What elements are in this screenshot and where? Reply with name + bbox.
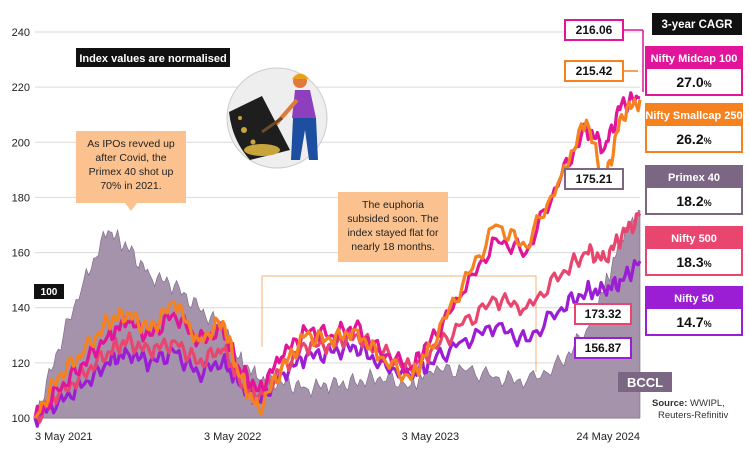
x-tick-2: 3 May 2023 — [402, 431, 459, 443]
legend-cagr: 27.0% — [676, 74, 711, 90]
watermark-text: BCCL — [627, 375, 663, 390]
source-line-2: Reuters-Refinitiv — [658, 410, 728, 421]
legend: 3-year CAGR Nifty Midcap 100 27.0% Nifty S… — [645, 13, 743, 336]
legend-name: Nifty 500 — [671, 233, 717, 245]
annotation-euphoria-line-1: The euphoria — [362, 199, 424, 211]
source-text: WWIPL, — [690, 398, 725, 409]
y-tick-180: 180 — [12, 192, 30, 204]
end-value-primex: 175.21 — [576, 172, 613, 186]
y-tick-240: 240 — [12, 27, 30, 39]
annotation-ipo-line-1: As IPOs revved up — [87, 138, 175, 150]
annotation-euphoria-line-4: nearly 18 months. — [351, 241, 434, 253]
legend-item-nifty-midcap-100: Nifty Midcap 100 27.0% — [645, 46, 743, 96]
source: Source: WWIPL, Reuters-Refinitiv — [652, 398, 728, 421]
normalised-note-text: Index values are normalised — [79, 53, 226, 65]
watermark: BCCL — [618, 372, 672, 392]
annotation-euphoria-line-2: subsided soon. The — [347, 213, 439, 225]
legend-cagr: 14.7% — [676, 314, 711, 330]
x-axis: 3 May 2021 3 May 2022 3 May 2023 24 May 202… — [35, 417, 640, 443]
legend-name: Primex 40 — [668, 172, 720, 184]
end-value-midcap: 216.06 — [576, 23, 613, 37]
x-tick-0: 3 May 2021 — [35, 431, 92, 443]
legend-name: Nifty 50 — [674, 293, 714, 305]
end-value-box-nifty50 — [574, 337, 632, 359]
x-tick-1: 3 May 2022 — [204, 431, 261, 443]
annotation-euphoria: The euphoria subsided soon. The index st… — [338, 192, 448, 262]
legend-cagr: 26.2% — [676, 131, 711, 147]
legend-item-nifty-50: Nifty 50 14.7% — [645, 286, 743, 336]
flat-period-bracket — [261, 275, 537, 372]
series-line-nifty-50 — [33, 259, 642, 428]
legend-swatch — [646, 104, 742, 126]
y-tick-220: 220 — [12, 82, 30, 94]
legend-swatch — [646, 47, 742, 69]
source-label: Source: — [652, 398, 687, 409]
base-label: 100 — [34, 284, 64, 299]
normalised-note: Index values are normalised — [76, 48, 230, 67]
y-tick-120: 120 — [12, 358, 30, 370]
y-tick-200: 200 — [12, 137, 30, 149]
source-line-1: Source: WWIPL, — [652, 398, 725, 409]
miner-illustration — [226, 67, 328, 169]
y-tick-160: 160 — [12, 248, 30, 260]
series-layer — [33, 91, 642, 428]
end-value-box-primex — [564, 168, 624, 190]
annotation-ipo-line-3: Primex 40 shot up — [89, 166, 174, 178]
legend-cagr: 18.2% — [676, 193, 711, 209]
legend-cagr: 18.3% — [676, 254, 711, 270]
x-tick-3: 24 May 2024 — [576, 431, 640, 443]
end-value-labels: 216.06 215.42 175.21 173.32 156.87 — [564, 19, 644, 359]
series-line-nifty-smallcap-250 — [33, 97, 642, 419]
legend-header: 3-year CAGR — [662, 19, 734, 31]
end-value-box-nifty500 — [574, 303, 632, 325]
y-tick-100: 100 — [12, 413, 30, 425]
base-label-text: 100 — [41, 287, 58, 298]
annotation-euphoria-line-3: index stayed flat for — [347, 227, 439, 239]
legend-items: Nifty Midcap 100 27.0% Nifty Smallcap 250 2… — [645, 46, 743, 336]
annotation-ipo-line-4: 70% in 2021. — [100, 180, 161, 192]
end-value-smallcap: 215.42 — [576, 64, 613, 78]
legend-item-nifty-smallcap-250: Nifty Smallcap 250 26.2% — [645, 103, 743, 153]
end-value-nifty50: 156.87 — [585, 341, 622, 355]
legend-item-nifty-500: Nifty 500 18.3% — [645, 226, 743, 276]
y-tick-140: 140 — [12, 303, 30, 315]
legend-item-primex-40: Primex 40 18.2% — [645, 165, 743, 215]
legend-name: Nifty Midcap 100 — [651, 53, 738, 65]
legend-name: Nifty Smallcap 250 — [645, 110, 742, 122]
legend-swatch — [646, 166, 742, 188]
annotation-ipo-line-2: after Covid, the — [95, 152, 166, 164]
end-value-nifty500: 173.32 — [585, 307, 622, 321]
series-line-nifty-500 — [33, 212, 642, 424]
annotation-ipo: As IPOs revved up after Covid, the Prime… — [76, 131, 186, 211]
legend-swatch — [646, 227, 742, 249]
legend-swatch — [646, 287, 742, 309]
y-axis: 100 120 140 160 180 200 220 240 — [12, 27, 30, 425]
